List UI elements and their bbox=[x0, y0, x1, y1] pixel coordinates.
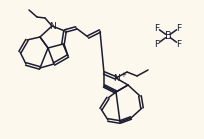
Text: N: N bbox=[114, 74, 120, 83]
Text: N: N bbox=[49, 22, 55, 30]
Text: F: F bbox=[176, 39, 182, 49]
Text: +: + bbox=[120, 72, 126, 78]
Text: F: F bbox=[154, 39, 160, 49]
Text: B: B bbox=[165, 31, 171, 41]
Text: F: F bbox=[176, 23, 182, 33]
Text: F: F bbox=[154, 23, 160, 33]
